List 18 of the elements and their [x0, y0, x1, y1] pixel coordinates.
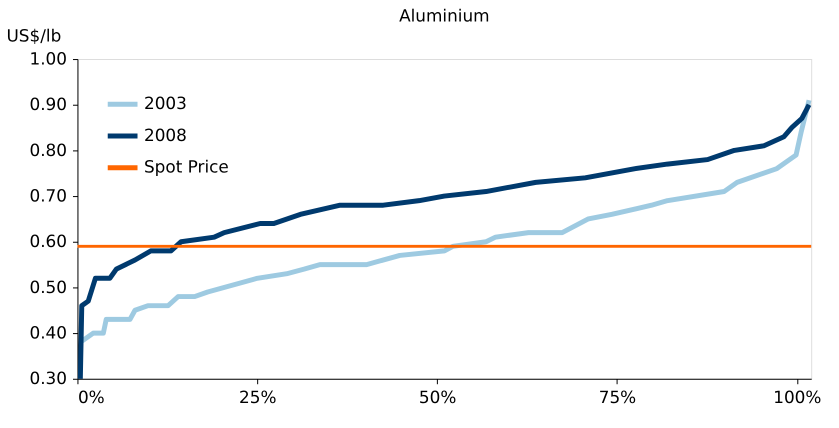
y-tick-label: 0.90: [29, 94, 68, 114]
y-tick-label: 0.70: [29, 186, 68, 206]
x-tick-label: 25%: [239, 387, 277, 408]
legend-label: Spot Price: [144, 156, 229, 177]
x-tick-label: 75%: [598, 387, 636, 408]
y-tick-label: 0.30: [29, 368, 68, 388]
y-axis-title: US$/lb: [6, 26, 62, 46]
y-tick-label: 0.60: [29, 231, 68, 252]
legend-label: 2003: [144, 93, 187, 114]
x-tick-label: 50%: [418, 387, 456, 408]
y-tick-label: 1.00: [29, 48, 68, 69]
x-tick-label: 0%: [78, 387, 105, 408]
y-tick-label: 0.50: [29, 276, 68, 297]
y-tick-label: 0.40: [29, 322, 68, 343]
y-tick-label: 0.80: [29, 140, 68, 160]
x-tick-label: 100%: [773, 387, 822, 408]
chart-title: Aluminium: [399, 5, 490, 26]
legend-label: 2008: [144, 124, 187, 145]
